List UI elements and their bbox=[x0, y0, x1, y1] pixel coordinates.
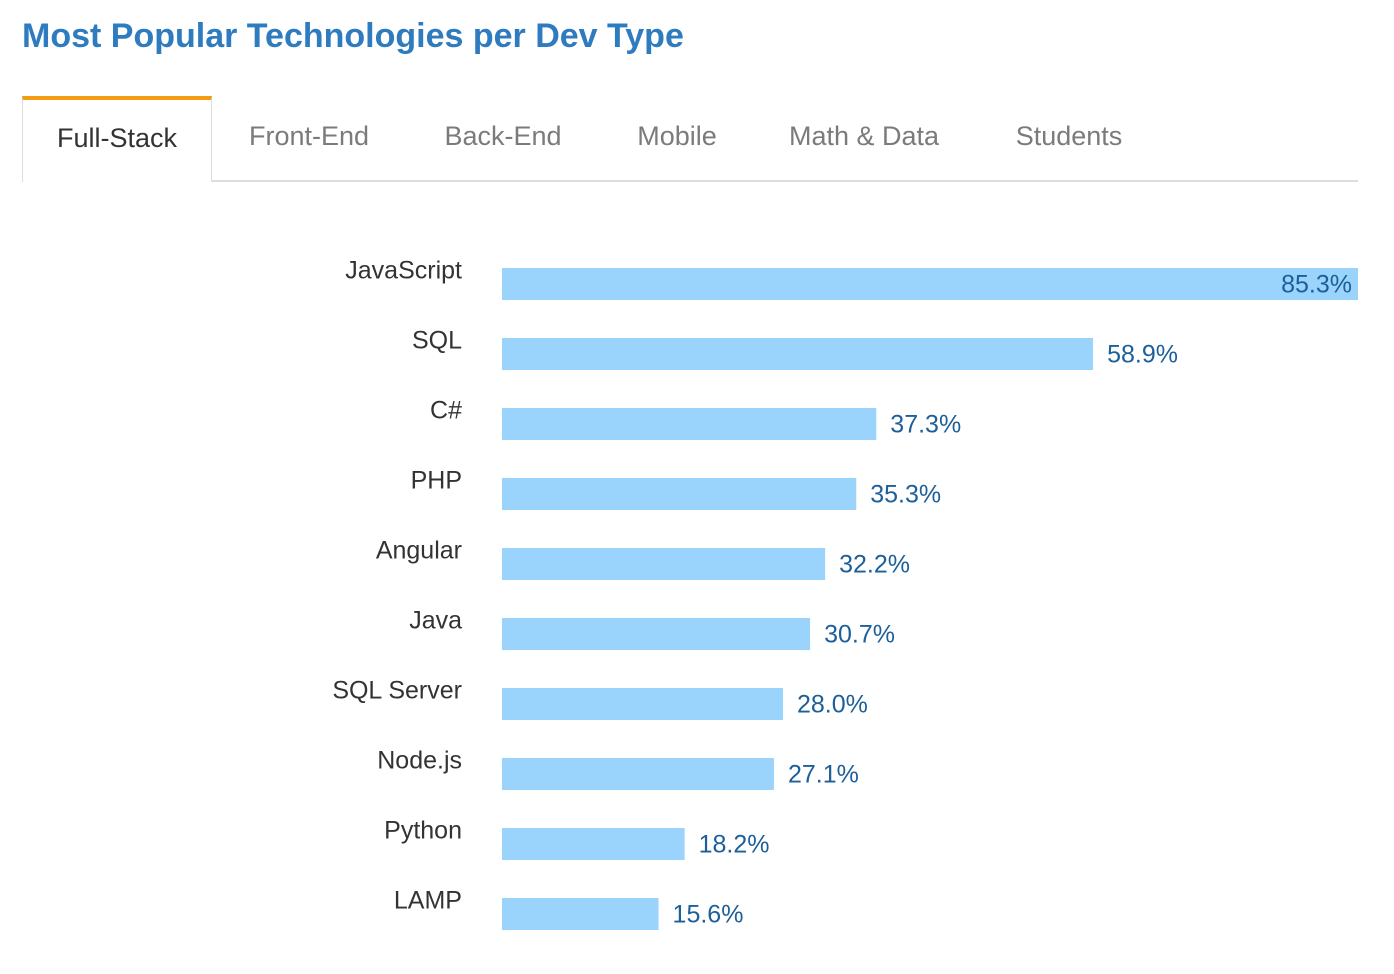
value-label-python: 18.2% bbox=[699, 831, 770, 859]
bar-c bbox=[502, 408, 877, 440]
bar-lamp bbox=[502, 898, 659, 930]
category-label-c: C# bbox=[430, 397, 462, 425]
value-label-node-js: 27.1% bbox=[788, 761, 859, 789]
tab-students[interactable]: Students bbox=[1015, 121, 1123, 151]
bar-sql bbox=[502, 338, 1094, 370]
category-label-angular: Angular bbox=[376, 537, 462, 565]
tab-math-data[interactable]: Math & Data bbox=[788, 121, 940, 151]
tab-full-stack[interactable]: Full-Stack bbox=[22, 96, 212, 182]
value-label-lamp: 15.6% bbox=[673, 901, 744, 929]
bar-angular bbox=[502, 548, 826, 580]
page-title: Most Popular Technologies per Dev Type bbox=[22, 17, 684, 55]
tab-front-end[interactable]: Front-End bbox=[248, 121, 370, 151]
value-label-javascript: 85.3% bbox=[1281, 271, 1352, 299]
bar-php bbox=[502, 478, 857, 510]
value-label-angular: 32.2% bbox=[839, 551, 910, 579]
value-label-php: 35.3% bbox=[870, 481, 941, 509]
category-label-php: PHP bbox=[411, 467, 462, 495]
bar-java bbox=[502, 618, 811, 650]
dev-type-tabs: Full-Stack Front-End Back-End Mobile Mat… bbox=[22, 96, 1358, 182]
tab-mobile[interactable]: Mobile bbox=[637, 121, 717, 151]
bar-sql-server bbox=[502, 688, 783, 720]
value-label-sql-server: 28.0% bbox=[797, 691, 868, 719]
value-label-c: 37.3% bbox=[890, 411, 961, 439]
category-label-lamp: LAMP bbox=[394, 887, 462, 915]
bar-javascript bbox=[502, 268, 1358, 300]
category-label-javascript: JavaScript bbox=[345, 257, 462, 285]
value-label-sql: 58.9% bbox=[1107, 341, 1178, 369]
category-label-sql: SQL bbox=[412, 327, 462, 355]
category-label-java: Java bbox=[409, 607, 462, 635]
tab-back-end[interactable]: Back-End bbox=[444, 121, 562, 151]
category-label-node-js: Node.js bbox=[377, 747, 462, 775]
category-label-sql-server: SQL Server bbox=[332, 677, 462, 705]
category-label-python: Python bbox=[384, 817, 462, 845]
bar-python bbox=[502, 828, 685, 860]
value-label-java: 30.7% bbox=[824, 621, 895, 649]
bar-node-js bbox=[502, 758, 774, 790]
